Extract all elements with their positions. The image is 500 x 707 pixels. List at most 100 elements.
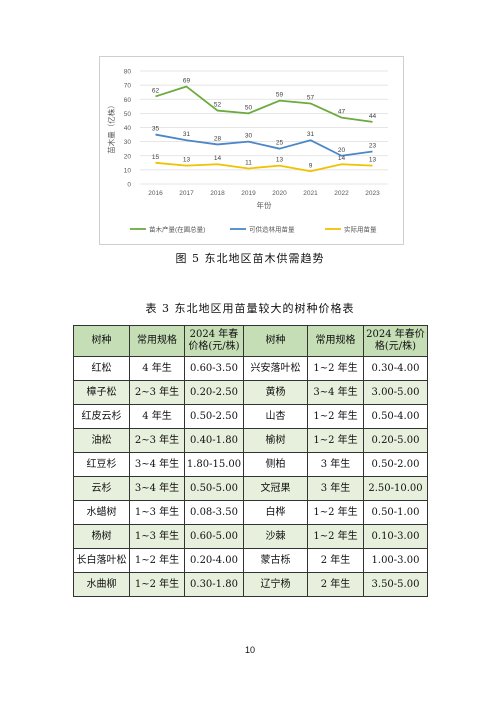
data-label: 9 xyxy=(309,162,313,169)
x-tick-label: 2017 xyxy=(179,190,194,197)
cell-species: 云杉 xyxy=(73,476,130,501)
cell-spec: 1~2 年生 xyxy=(307,500,364,525)
cell-spec: 3 年生 xyxy=(307,452,364,477)
cell-spec: 1~2 年生 xyxy=(307,428,364,453)
cell-species: 沙棘 xyxy=(243,524,308,549)
header-species: 树种 xyxy=(243,325,308,357)
series-line xyxy=(155,133,373,157)
x-axis-title: 年份 xyxy=(257,200,272,210)
cell-spec: 1~2 年生 xyxy=(307,524,364,549)
cell-species: 红皮云杉 xyxy=(73,404,130,429)
data-label: 47 xyxy=(338,109,346,116)
data-label: 31 xyxy=(307,131,315,138)
data-label: 59 xyxy=(276,92,284,99)
cell-spec: 4 年生 xyxy=(129,404,185,429)
cell-spec: 3 年生 xyxy=(307,476,364,501)
data-label: 13 xyxy=(183,157,191,164)
cell-price: 0.50-1.00 xyxy=(363,500,428,525)
cell-price: 2.50-10.00 xyxy=(363,476,428,501)
y-tick-label: 30 xyxy=(124,139,132,146)
table-row: 云杉 3~4 年生 0.50-5.00 文冠果 3 年生 2.50-10.00 xyxy=(73,476,428,501)
data-label: 11 xyxy=(245,159,252,166)
cell-price: 0.30-4.00 xyxy=(363,356,428,381)
data-label: 20 xyxy=(338,147,346,154)
cell-species: 榆树 xyxy=(243,428,308,453)
data-label: 25 xyxy=(276,140,284,147)
cell-price: 0.60-5.00 xyxy=(184,524,244,549)
x-tick-label: 2021 xyxy=(303,190,318,197)
cell-price: 0.40-1.80 xyxy=(184,428,244,453)
data-label: 35 xyxy=(152,126,160,133)
cell-spec: 2~3 年生 xyxy=(129,428,185,453)
cell-spec: 2 年生 xyxy=(307,572,364,597)
x-tick-label: 2016 xyxy=(148,190,163,197)
cell-price: 0.50-2.00 xyxy=(363,452,428,477)
cell-price: 0.10-3.00 xyxy=(363,524,428,549)
data-label: 23 xyxy=(369,143,377,150)
data-label: 57 xyxy=(307,94,315,101)
cell-species: 侧柏 xyxy=(243,452,308,477)
cell-spec: 1~2 年生 xyxy=(129,572,185,597)
cell-species: 兴安落叶松 xyxy=(243,356,308,381)
x-tick-label: 2020 xyxy=(272,190,287,197)
y-tick-label: 10 xyxy=(124,167,132,174)
cell-price: 0.50-4.00 xyxy=(363,404,428,429)
data-label: 15 xyxy=(152,154,160,161)
cell-spec: 3~4 年生 xyxy=(307,380,364,405)
data-label: 52 xyxy=(214,102,222,109)
x-tick-label: 2022 xyxy=(334,190,349,197)
cell-species: 辽宁杨 xyxy=(243,572,308,597)
x-tick-label: 2019 xyxy=(241,190,256,197)
cell-spec: 3~4 年生 xyxy=(129,452,185,477)
cell-spec: 4 年生 xyxy=(129,356,185,381)
data-label: 13 xyxy=(369,157,377,164)
y-tick-label: 20 xyxy=(124,153,132,160)
table-row: 水蜡树 1~3 年生 0.08-3.50 白桦 1~2 年生 0.50-1.00 xyxy=(73,500,428,525)
cell-species: 水蜡树 xyxy=(73,500,130,525)
cell-species: 红豆杉 xyxy=(73,452,130,477)
cell-species: 杨树 xyxy=(73,524,130,549)
data-label: 62 xyxy=(152,87,160,94)
table-row: 樟子松 2~3 年生 0.20-2.50 黄杨 3~4 年生 3.00-5.00 xyxy=(73,380,428,405)
y-tick-label: 60 xyxy=(124,97,132,104)
cell-species: 白桦 xyxy=(243,500,308,525)
cell-species: 红松 xyxy=(73,356,130,381)
cell-species: 樟子松 xyxy=(73,380,130,405)
legend-label: 实际用苗量 xyxy=(344,225,377,234)
data-label: 13 xyxy=(276,157,284,164)
x-tick-label: 2018 xyxy=(210,190,225,197)
cell-price: 1.80-15.00 xyxy=(184,452,244,477)
price-table: 树种 常用规格 2024 年春价格(元/株) 树种 常用规格 2024 年春价格… xyxy=(73,325,428,597)
cell-spec: 1~3 年生 xyxy=(129,524,185,549)
cell-species: 长白落叶松 xyxy=(73,548,130,573)
cell-spec: 2~3 年生 xyxy=(129,380,185,405)
legend-label: 可供造林用苗量 xyxy=(249,225,295,234)
table-row: 杨树 1~3 年生 0.60-5.00 沙棘 1~2 年生 0.10-3.00 xyxy=(73,524,428,549)
y-tick-label: 50 xyxy=(124,111,132,118)
data-label: 30 xyxy=(245,133,253,140)
series-line xyxy=(155,161,373,173)
cell-species: 文冠果 xyxy=(243,476,308,501)
cell-price: 0.20-5.00 xyxy=(363,428,428,453)
data-label: 14 xyxy=(214,155,222,162)
cell-species: 山杏 xyxy=(243,404,308,429)
cell-species: 黄杨 xyxy=(243,380,308,405)
data-label: 50 xyxy=(245,104,253,111)
table-row: 长白落叶松 1~2 年生 0.20-4.00 蒙古栎 2 年生 1.00-3.00 xyxy=(73,548,428,573)
data-label: 69 xyxy=(183,78,191,85)
table-row: 红皮云杉 4 年生 0.50-2.50 山杏 1~2 年生 0.50-4.00 xyxy=(73,404,428,429)
cell-price: 0.50-2.50 xyxy=(184,404,244,429)
cell-spec: 1~2 年生 xyxy=(307,404,364,429)
cell-spec: 1~2 年生 xyxy=(307,356,364,381)
cell-species: 油松 xyxy=(73,428,130,453)
cell-species: 水曲柳 xyxy=(73,572,130,597)
header-price: 2024 年春价格(元/株) xyxy=(363,325,428,357)
y-tick-label: 70 xyxy=(124,83,132,90)
cell-spec: 1~3 年生 xyxy=(129,500,185,525)
chart-container: 0 10 20 30 40 50 60 70 80 2016 2017 2018 2019 2020 202… xyxy=(99,56,404,245)
x-tick-label: 2023 xyxy=(365,190,380,197)
data-label: 31 xyxy=(183,131,191,138)
y-tick-label: 80 xyxy=(124,69,132,76)
y-axis-title: 苗木量（亿株） xyxy=(106,101,116,154)
